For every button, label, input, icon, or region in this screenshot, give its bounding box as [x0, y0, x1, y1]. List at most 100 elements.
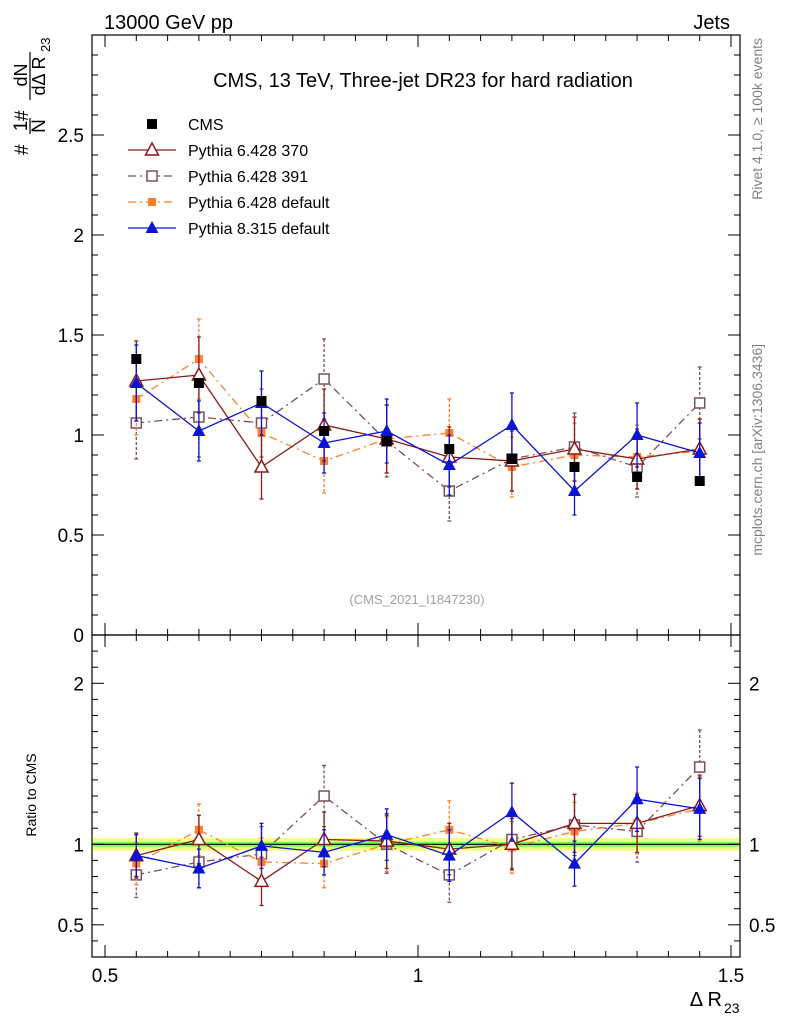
- data-point: [505, 418, 519, 430]
- ylabel-sub: 23: [38, 38, 53, 52]
- data-point: [129, 376, 143, 388]
- series-line: [136, 766, 701, 876]
- ratio-y-tick-label-left: 2: [73, 674, 84, 695]
- legend-item-pythia-6-428-default: Pythia 6.428 default: [128, 195, 330, 212]
- ratio-y-tick-label-right: 0.5: [749, 916, 775, 937]
- xlabel-sub: 23: [724, 1000, 740, 1016]
- data-point: [317, 436, 331, 448]
- ratio-y-tick-label-left: 1: [73, 835, 84, 856]
- legend-label: Pythia 8.315 default: [188, 221, 330, 238]
- legend-marker: [145, 221, 159, 233]
- series-line: [136, 378, 701, 492]
- data-point: [569, 462, 580, 472]
- series-pythia-6-428-default: [132, 318, 704, 498]
- top-y-tick-label: 2.5: [58, 126, 84, 147]
- data-point: [442, 848, 456, 861]
- top-y-tick-label: 2: [73, 226, 84, 247]
- bottom-y-axis-label: Ratio to CMS: [23, 753, 39, 836]
- ylabel-dN: dN: [11, 63, 31, 86]
- series-cms: [131, 354, 705, 486]
- legend-label: Pythia 6.428 391: [188, 169, 308, 186]
- data-point: [505, 805, 519, 818]
- ratio-series-pythia-6-428-391: [130, 729, 706, 903]
- legend-label: Pythia 6.428 370: [188, 143, 308, 160]
- data-point: [318, 790, 330, 802]
- top-y-tick-label: 1: [73, 426, 84, 447]
- series-pythia-8-315-default: [129, 344, 707, 516]
- top-y-tick-label: 0.5: [58, 526, 84, 547]
- header-left: 13000 GeV pp: [104, 12, 233, 34]
- series-pythia-6-428-391: [130, 338, 706, 522]
- data-point: [506, 454, 517, 464]
- data-point: [191, 830, 207, 846]
- x-axis-label: Δ R 23: [690, 989, 740, 1016]
- data-point: [693, 446, 707, 458]
- legend-marker: [144, 141, 160, 156]
- series-pythia-6-428-370: [128, 336, 708, 500]
- data-point: [193, 378, 204, 388]
- data-point: [693, 761, 706, 773]
- data-point: [442, 458, 456, 470]
- ylabel-hash2: #: [12, 110, 33, 121]
- rivet-label: Rivet 4.1.0, ≥ 100k events: [749, 38, 765, 200]
- data-point: [318, 373, 330, 385]
- legend-item-cms: CMS: [147, 117, 224, 134]
- legend-label: Pythia 6.428 default: [188, 195, 330, 212]
- ylabel-dDR: dΔ R: [29, 56, 49, 95]
- legend-marker: [146, 170, 158, 182]
- data-point: [632, 472, 643, 482]
- data-point: [694, 476, 705, 486]
- legend-marker: [148, 198, 156, 206]
- ylabel-one: 1: [11, 121, 32, 132]
- series-line: [135, 382, 700, 492]
- data-point: [192, 424, 206, 436]
- data-point: [317, 845, 331, 858]
- data-point: [630, 428, 644, 440]
- series-line: [135, 358, 700, 468]
- legend-marker: [147, 119, 157, 129]
- data-point: [693, 397, 706, 409]
- data-point: [566, 440, 583, 455]
- series-line: [136, 798, 700, 870]
- data-point: [693, 801, 707, 814]
- data-point: [319, 426, 330, 436]
- data-point: [255, 838, 268, 851]
- data-point: [630, 792, 644, 805]
- x-tick-label: 0.5: [92, 966, 118, 987]
- data-point: [256, 396, 267, 406]
- data-point: [253, 872, 270, 888]
- ratio-y-tick-label-right: 1: [749, 835, 760, 856]
- legend-item-pythia-6-428-391: Pythia 6.428 391: [128, 169, 308, 186]
- x-tick-label: 1.5: [718, 966, 744, 987]
- ratio-y-tick-label-left: 0.5: [58, 916, 84, 937]
- bottom-panel-frame: [91, 634, 741, 958]
- data-point: [380, 827, 394, 840]
- ylabel-hash1: #: [12, 144, 33, 155]
- data-point: [568, 856, 581, 869]
- data-point: [568, 484, 581, 496]
- data-point: [444, 444, 455, 454]
- data-point: [380, 424, 394, 436]
- ratio-series-pythia-8-315-default: [129, 766, 707, 889]
- data-point: [504, 835, 520, 851]
- legend-item-pythia-8-315-default: Pythia 8.315 default: [128, 221, 330, 238]
- data-point: [131, 354, 142, 364]
- ylabel-N: N: [29, 119, 50, 133]
- ratio-series-pythia-6-428-default: [132, 776, 704, 889]
- top-y-tick-label: 1.5: [58, 326, 84, 347]
- xlabel-main: Δ R: [690, 989, 722, 1011]
- data-point: [253, 458, 270, 473]
- analysis-watermark: (CMS_2021_I1847230): [349, 592, 484, 607]
- data-point: [129, 848, 143, 861]
- data-point: [381, 436, 392, 446]
- legend-item-pythia-6-428-370: Pythia 6.428 370: [128, 141, 308, 160]
- ratio-y-tick-label-right: 2: [749, 674, 760, 695]
- top-y-tick-label: 0: [73, 626, 84, 647]
- x-tick-label: 1: [413, 966, 424, 987]
- chart-title: CMS, 13 TeV, Three-jet DR23 for hard rad…: [213, 70, 633, 92]
- top-y-axis-label: # 1 N # dN dΔ R 23: [11, 38, 53, 155]
- data-point: [192, 861, 206, 874]
- header-right: Jets: [693, 12, 730, 34]
- data-point: [566, 814, 583, 830]
